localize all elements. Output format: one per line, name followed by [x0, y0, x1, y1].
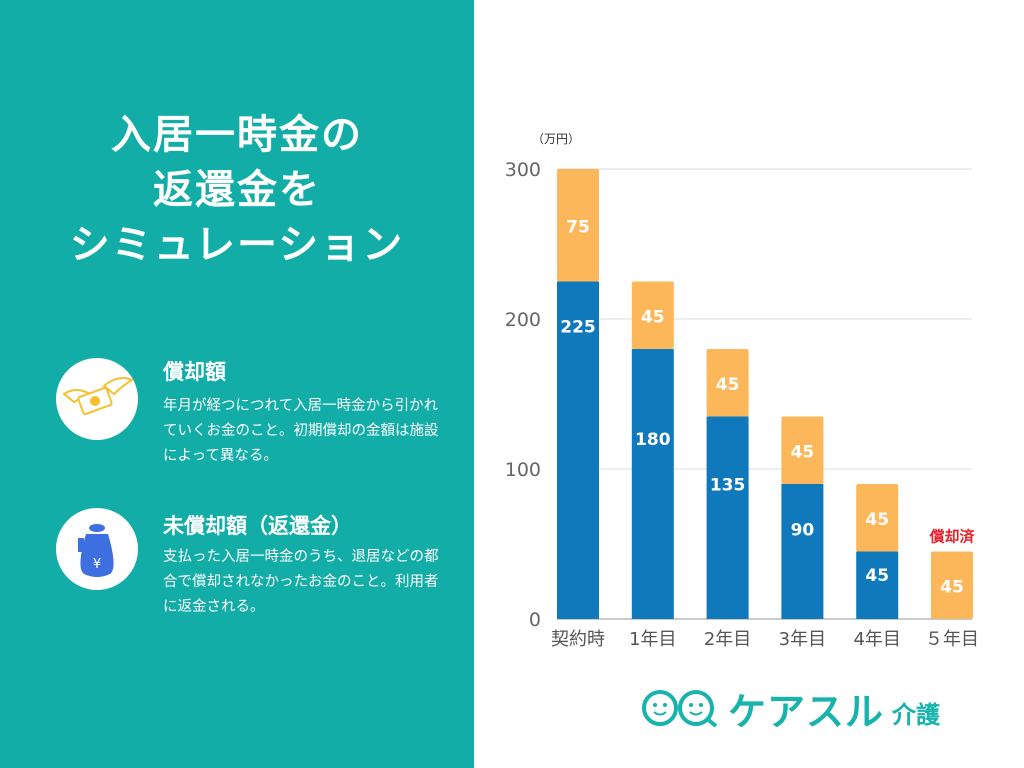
- data-label: 90: [791, 521, 815, 541]
- flying-money-icon: [56, 358, 138, 440]
- data-label: 45: [641, 307, 665, 327]
- x-tick-label: 2年目: [704, 629, 751, 650]
- data-label: 180: [635, 430, 671, 450]
- annotation-label: 償却済: [928, 528, 975, 546]
- x-tick-label: ５年目: [925, 629, 979, 650]
- x-tick-label: 1年目: [629, 629, 676, 650]
- y-tick-label: 200: [505, 309, 541, 331]
- data-label: 45: [865, 566, 889, 586]
- data-label: 135: [710, 475, 746, 495]
- x-tick-label: 契約時: [551, 629, 605, 650]
- data-label: 45: [716, 375, 740, 395]
- bar-segment: [706, 416, 749, 619]
- logo-text: ケアスル: [728, 689, 885, 734]
- bar-segment: [781, 416, 824, 484]
- bar-segment: [781, 484, 824, 619]
- logo: ケアスル 介護: [640, 686, 941, 734]
- bar-segment: [706, 349, 749, 417]
- y-tick-label: 100: [505, 459, 541, 481]
- title-line: 入居一時金の: [111, 112, 363, 158]
- money-bag-hand-icon: ¥: [56, 508, 138, 590]
- bar-segment: [557, 281, 599, 619]
- bar-segment: [856, 484, 899, 552]
- x-tick-label: 4年目: [853, 629, 900, 650]
- data-label: 45: [865, 510, 889, 530]
- logo-sub: 介護: [892, 700, 941, 729]
- y-axis-unit: （万円）: [532, 132, 581, 146]
- title-line: 返還金を: [153, 167, 321, 213]
- logo-faces-icon: [642, 690, 718, 728]
- page-title: 入居一時金の 返還金を シミュレーション: [0, 108, 474, 273]
- y-tick-label: 300: [505, 159, 541, 181]
- left-panel: 入居一時金の 返還金を シミュレーション 償却額 年月が経つにつれて入居一時金か…: [0, 0, 474, 768]
- bar-segment: [931, 551, 973, 619]
- bar-segment: [856, 551, 899, 619]
- section-body: 支払った入居一時金のうち、退居などの都合で償却されなかったお金のこと。利用者に返…: [163, 549, 439, 615]
- y-tick-label: 0: [529, 609, 541, 631]
- bar-segment: [631, 349, 674, 619]
- data-label: 45: [940, 577, 964, 597]
- svg-text:¥: ¥: [93, 557, 101, 572]
- section-heading: 償却額: [163, 360, 226, 384]
- section-heading: 未償却額（返還金）: [163, 514, 352, 538]
- section-body: 年月が経つにつれて入居一時金から引かれていくお金のこと。初期償却の金額は施設によ…: [163, 398, 439, 464]
- x-tick-label: 3年目: [779, 629, 826, 650]
- data-label: 45: [791, 442, 815, 462]
- bar-segment: [557, 169, 599, 282]
- title-line: シミュレーション: [69, 222, 405, 268]
- data-label: 225: [560, 318, 596, 338]
- data-label: 75: [566, 217, 590, 237]
- bar-segment: [631, 281, 674, 349]
